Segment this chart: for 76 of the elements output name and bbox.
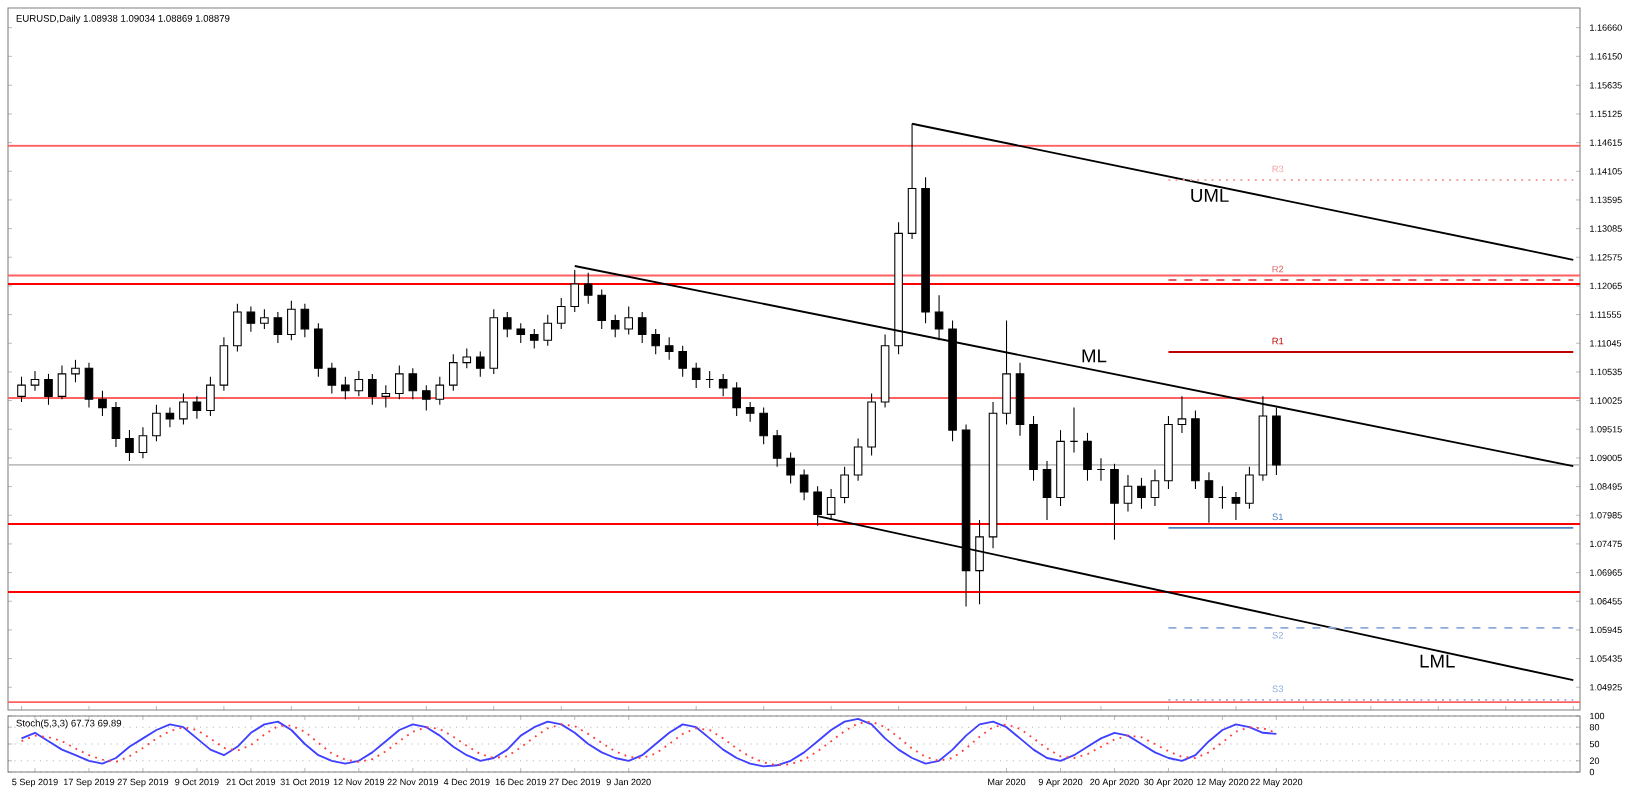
candlestick	[786, 452, 795, 485]
candlestick	[543, 314, 553, 347]
candlestick	[138, 426, 148, 459]
candlestick	[341, 376, 350, 400]
candlestick	[1245, 466, 1254, 510]
candlestick	[368, 373, 377, 406]
candlestick	[84, 362, 94, 409]
candlestick	[1029, 415, 1038, 482]
candlestick	[219, 336, 229, 392]
candlestick	[179, 393, 188, 426]
candlestick	[395, 364, 404, 400]
candlestick	[637, 311, 647, 344]
candlestick	[1231, 491, 1241, 521]
candlestick	[570, 269, 580, 313]
candlestick	[287, 300, 296, 341]
candlestick	[610, 314, 620, 338]
candlestick	[206, 376, 215, 417]
candlestick	[381, 384, 391, 409]
candlestick	[745, 401, 755, 423]
candlestick	[516, 322, 526, 344]
candlestick	[233, 303, 242, 352]
candlestick	[732, 381, 741, 417]
candlestick	[678, 345, 687, 378]
candlestick	[1177, 395, 1187, 434]
candlestick	[1204, 471, 1214, 524]
candlestick	[300, 303, 310, 338]
candlestick	[583, 272, 593, 305]
candlestick	[651, 328, 661, 355]
candlestick	[17, 376, 26, 403]
candlestick	[1083, 432, 1092, 482]
candlestick	[624, 305, 634, 336]
candlestick	[246, 305, 256, 333]
candlestick	[273, 311, 283, 344]
candlestick	[111, 401, 121, 448]
candlestick	[597, 289, 607, 330]
candlestick	[57, 364, 67, 400]
candlestick	[718, 373, 728, 397]
candlestick	[152, 404, 161, 442]
candlestick	[502, 311, 512, 338]
candlestick	[1042, 460, 1052, 521]
candlestick	[840, 466, 849, 504]
candlestick	[867, 393, 876, 456]
candlestick	[772, 429, 782, 468]
candlestick	[30, 370, 40, 392]
series-label: ML	[1082, 349, 1107, 363]
candlestick	[462, 348, 472, 369]
candlestick	[71, 359, 80, 383]
candlestick	[421, 384, 431, 411]
candlestick	[260, 308, 269, 330]
candlestick	[664, 336, 674, 361]
candlestick	[408, 367, 418, 400]
candlestick	[529, 328, 539, 350]
candlestick	[327, 362, 337, 395]
candlestick	[98, 390, 107, 417]
candlestick	[1110, 463, 1119, 541]
series-label: LML	[1420, 654, 1455, 668]
candlestick	[435, 376, 445, 406]
candlestick	[799, 468, 809, 501]
candlestick	[556, 297, 566, 330]
candlestick	[853, 437, 863, 482]
candlestick	[934, 294, 944, 341]
candlestick	[165, 407, 175, 428]
candlestick	[314, 322, 323, 378]
candlestick	[125, 429, 134, 462]
candlestick	[1002, 319, 1011, 426]
candlestick	[1123, 474, 1133, 513]
series-label: UML	[1191, 188, 1229, 202]
candlestick	[192, 395, 202, 420]
candlestick	[354, 370, 364, 397]
candlestick	[448, 353, 458, 392]
candlestick	[1150, 468, 1160, 507]
candlestick	[691, 362, 701, 389]
candlestick	[1137, 477, 1146, 510]
candlestick	[44, 373, 53, 406]
candlestick	[759, 407, 768, 445]
candlestick	[475, 350, 485, 378]
